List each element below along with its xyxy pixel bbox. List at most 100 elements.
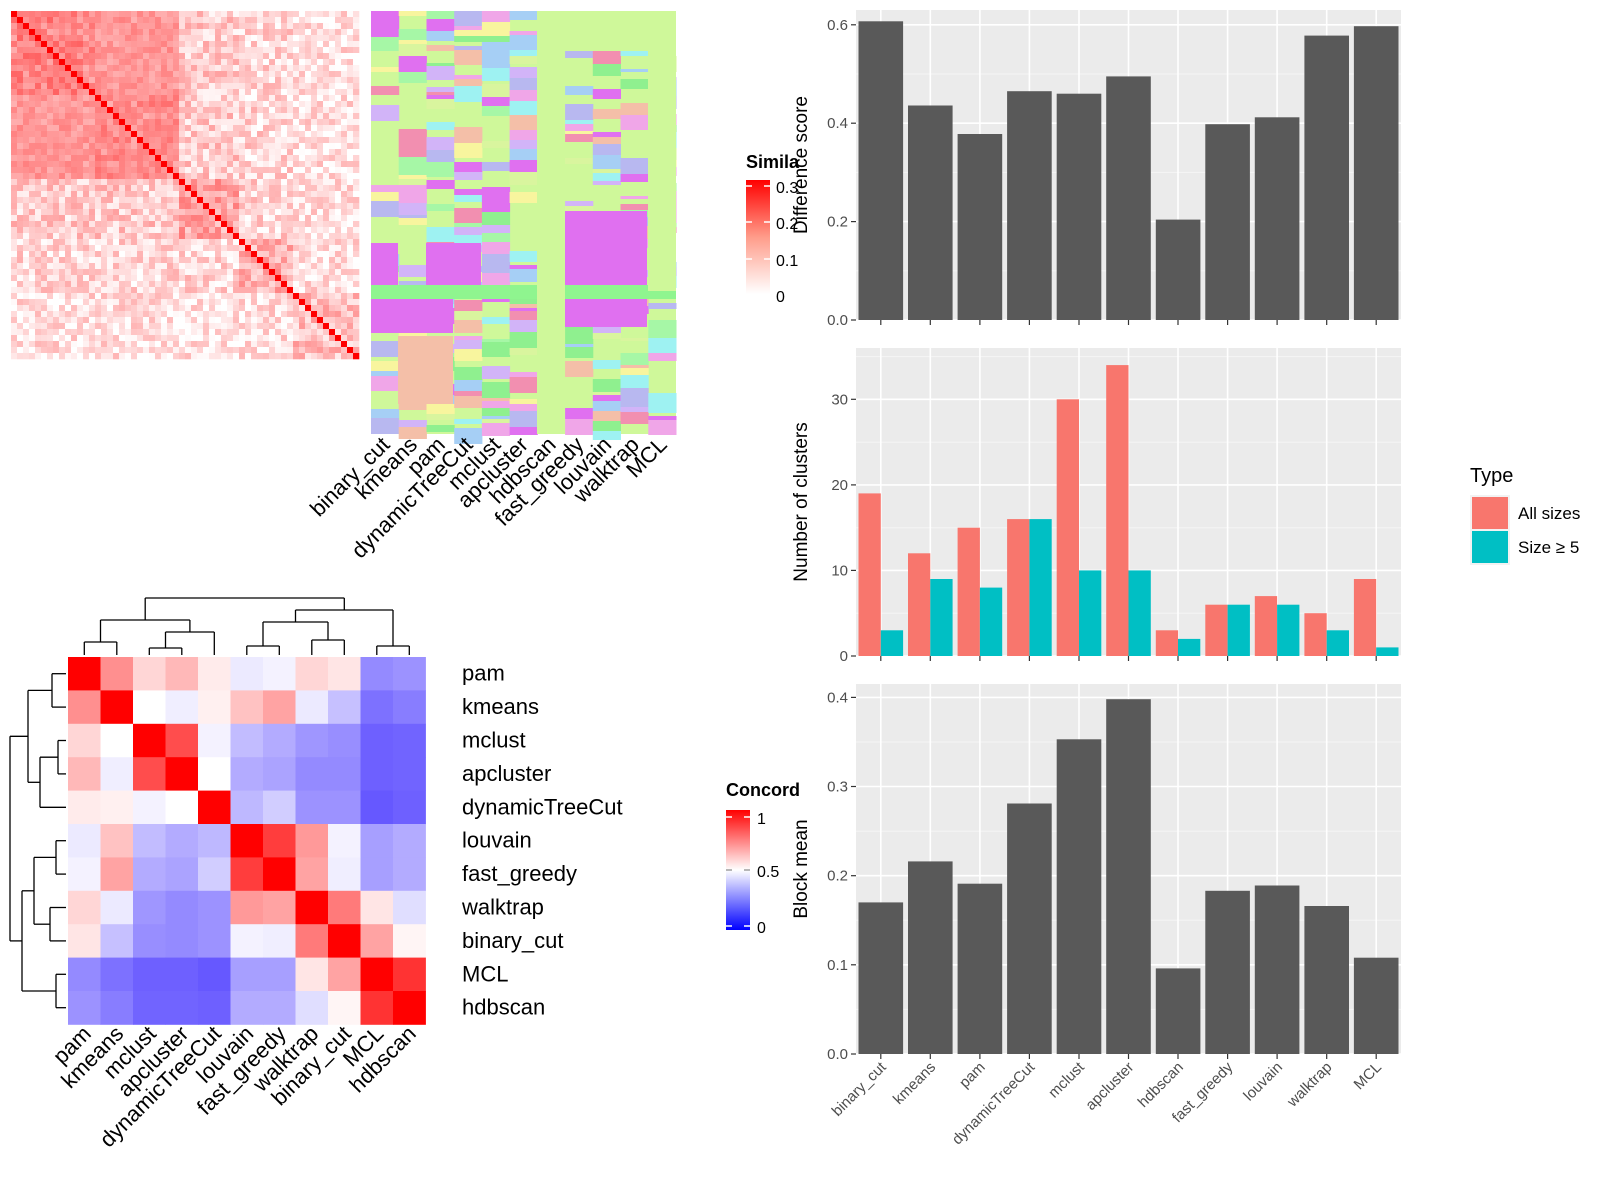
similarity-cell — [125, 173, 132, 180]
similarity-cell — [89, 257, 96, 264]
similarity-cell — [185, 143, 192, 150]
similarity-cell — [41, 29, 48, 36]
similarity-cell — [257, 29, 264, 36]
similarity-cell — [107, 137, 114, 144]
similarity-cell — [251, 341, 258, 348]
similarity-cell — [347, 11, 354, 18]
similarity-cell — [83, 23, 90, 30]
similarity-cell — [275, 215, 282, 222]
similarity-cell — [35, 293, 42, 300]
similarity-cell — [311, 161, 318, 168]
similarity-cell — [101, 41, 108, 48]
similarity-cell — [167, 233, 174, 240]
similarity-cell — [71, 287, 78, 294]
similarity-cell — [95, 107, 102, 114]
similarity-cell — [323, 221, 330, 228]
similarity-cell — [119, 95, 126, 102]
similarity-cell — [47, 155, 54, 162]
similarity-cell — [311, 209, 318, 216]
similarity-cell — [305, 41, 312, 48]
similarity-cell — [329, 311, 336, 318]
similarity-cell — [53, 53, 60, 60]
similarity-cell — [95, 11, 102, 18]
similarity-cell — [173, 239, 180, 246]
similarity-cell — [47, 293, 54, 300]
similarity-cell — [167, 305, 174, 312]
similarity-cell — [347, 95, 354, 102]
similarity-cell — [335, 257, 342, 264]
similarity-cell — [275, 239, 282, 246]
similarity-cell — [191, 233, 198, 240]
similarity-cell — [233, 65, 240, 72]
similarity-cell — [245, 173, 252, 180]
similarity-cell — [119, 137, 126, 144]
similarity-cell — [233, 95, 240, 102]
similarity-cell — [317, 185, 324, 192]
similarity-cell — [185, 35, 192, 42]
similarity-cell — [125, 107, 132, 114]
similarity-cell — [89, 131, 96, 138]
similarity-cell — [299, 251, 306, 258]
similarity-cell — [53, 155, 60, 162]
similarity-cell — [227, 197, 234, 204]
similarity-cell — [119, 197, 126, 204]
similarity-cell — [131, 95, 138, 102]
similarity-cell — [71, 263, 78, 270]
similarity-cell — [275, 227, 282, 234]
similarity-cell — [149, 89, 156, 96]
similarity-cell — [53, 197, 60, 204]
concordance-cell — [100, 790, 134, 825]
similarity-cell — [149, 47, 156, 54]
similarity-cell — [149, 317, 156, 324]
similarity-cell — [137, 275, 144, 282]
similarity-cell — [155, 323, 162, 330]
y-tick-label: 0.0 — [827, 312, 848, 329]
similarity-cell — [83, 17, 90, 24]
similarity-cell — [173, 305, 180, 312]
similarity-cell — [77, 305, 84, 312]
similarity-cell — [143, 41, 150, 48]
similarity-cell — [317, 317, 324, 324]
membership-cell — [426, 63, 455, 66]
similarity-cell — [335, 53, 342, 60]
similarity-cell — [77, 281, 84, 288]
concordance-cell — [230, 657, 264, 691]
concordance-cell — [360, 924, 394, 958]
similarity-cell — [347, 329, 354, 336]
similarity-cell — [353, 41, 360, 48]
similarity-cell — [221, 29, 228, 36]
similarity-cell — [119, 287, 126, 294]
membership-cell — [565, 104, 594, 120]
similarity-cell — [161, 47, 168, 54]
similarity-cell — [185, 257, 192, 264]
membership-cell — [509, 172, 538, 185]
similarity-cell — [323, 317, 330, 324]
similarity-cell — [203, 347, 210, 354]
similarity-cell — [149, 323, 156, 330]
similarity-cell — [119, 317, 126, 324]
similarity-cell — [197, 221, 204, 228]
similarity-cell — [281, 47, 288, 54]
similarity-cell — [167, 131, 174, 138]
similarity-cell — [203, 251, 210, 258]
similarity-cell — [173, 299, 180, 306]
similarity-cell — [101, 251, 108, 258]
similarity-cell — [191, 281, 198, 288]
similarity-cell — [179, 185, 186, 192]
similarity-cell — [155, 167, 162, 174]
similarity-cell — [269, 317, 276, 324]
similarity-cell — [257, 293, 264, 300]
concordance-cell — [230, 790, 264, 825]
similarity-cell — [59, 35, 66, 42]
similarity-cell — [155, 203, 162, 210]
similarity-cell — [35, 323, 42, 330]
similarity-cell — [251, 17, 258, 24]
y-axis-title: Number of clusters — [791, 422, 812, 581]
similarity-cell — [275, 293, 282, 300]
similarity-cell — [215, 59, 222, 66]
similarity-cell — [347, 191, 354, 198]
similarity-cell — [179, 89, 186, 96]
similarity-cell — [119, 107, 126, 114]
bar — [1056, 93, 1102, 320]
similarity-cell — [29, 59, 36, 66]
